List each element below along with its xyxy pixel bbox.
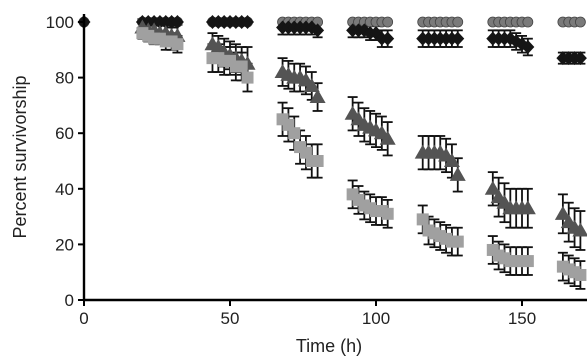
y-tick-label: 60 bbox=[55, 124, 74, 143]
triangle-point bbox=[303, 77, 320, 92]
y-axis-title: Percent survivorship bbox=[10, 75, 30, 238]
square-point bbox=[171, 38, 184, 51]
axis-ticks: 0 20 40 60 80 100 0 50 100 150 bbox=[46, 13, 537, 328]
circle-point bbox=[575, 16, 586, 28]
triangle-point bbox=[449, 166, 466, 181]
markers-square bbox=[136, 27, 587, 281]
x-tick-label: 150 bbox=[508, 309, 536, 328]
x-tick-label: 0 bbox=[79, 309, 88, 328]
circle-point bbox=[522, 16, 534, 28]
circle-point bbox=[382, 16, 394, 28]
triangle-point bbox=[572, 222, 587, 237]
triangle-point bbox=[554, 205, 571, 220]
diamond-point bbox=[305, 20, 319, 35]
triangle-point bbox=[309, 89, 326, 104]
triangle-point bbox=[443, 153, 460, 167]
diamond-point bbox=[170, 15, 184, 29]
square-point bbox=[521, 255, 534, 268]
y-tick-label: 20 bbox=[55, 235, 74, 254]
x-tick-label: 100 bbox=[362, 309, 390, 328]
square-point bbox=[574, 268, 587, 281]
triangle-point bbox=[484, 180, 501, 195]
square-point bbox=[241, 71, 254, 84]
square-point bbox=[381, 207, 394, 220]
diamond-point bbox=[311, 23, 325, 38]
diamond-point bbox=[241, 15, 255, 29]
markers-diamond bbox=[77, 15, 587, 66]
square-point bbox=[288, 127, 301, 140]
square-point bbox=[311, 155, 324, 167]
y-tick-label: 80 bbox=[55, 69, 74, 88]
diamond-point bbox=[451, 31, 465, 46]
triangle-point bbox=[519, 200, 536, 215]
triangle-point bbox=[379, 130, 396, 145]
y-tick-label: 0 bbox=[65, 291, 74, 310]
y-tick-label: 100 bbox=[46, 13, 74, 32]
y-tick-label: 40 bbox=[55, 180, 74, 199]
diamond-point bbox=[521, 40, 535, 55]
circle-point bbox=[452, 16, 464, 28]
diamond-point bbox=[573, 51, 587, 66]
series-square bbox=[137, 26, 586, 290]
diamond-point bbox=[381, 31, 395, 46]
plot-area bbox=[77, 15, 587, 290]
x-tick-label: 50 bbox=[221, 309, 240, 328]
x-axis-title: Time (h) bbox=[296, 336, 362, 356]
square-point bbox=[451, 235, 464, 248]
square-point bbox=[235, 60, 248, 73]
series-triangle bbox=[137, 18, 586, 251]
square-point bbox=[416, 213, 429, 226]
